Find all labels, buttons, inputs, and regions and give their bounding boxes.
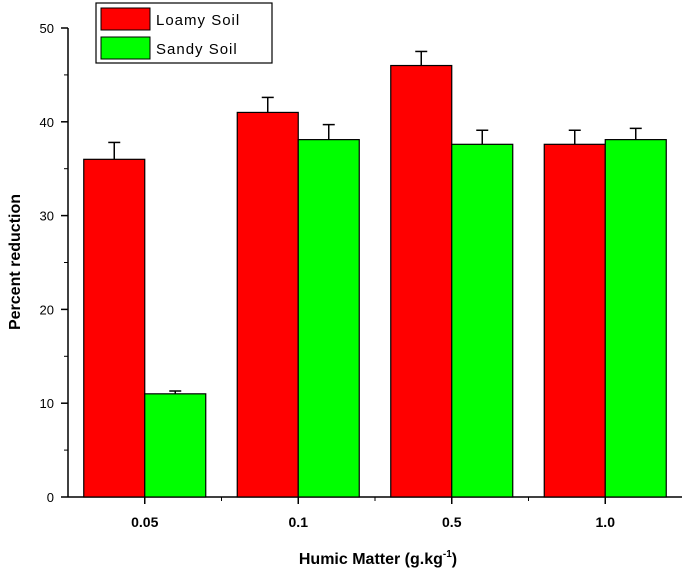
bar-loamy	[390, 64, 453, 498]
y-tick-label: 0	[47, 490, 54, 505]
y-tick-label: 50	[40, 21, 54, 36]
y-tick-label: 10	[40, 396, 54, 411]
y-tick-label: 30	[40, 209, 54, 224]
x-axis-title-sup: -1	[443, 549, 452, 560]
bar-sandy	[451, 143, 514, 498]
bar-loamy	[543, 143, 606, 498]
legend-swatch-loamy	[100, 7, 151, 31]
x-axis-title: Humic Matter (g.kg-1)	[299, 549, 457, 568]
bar-loamy	[236, 111, 299, 498]
x-axis-title-suffix: )	[452, 551, 457, 568]
bar-sandy	[144, 393, 207, 498]
bar-loamy	[83, 158, 146, 498]
legend-label-loamy: Loamy Soil	[156, 12, 240, 29]
y-axis-title: Percent reduction	[7, 194, 24, 330]
bar-sandy	[604, 139, 667, 498]
x-tick-label: 1.0	[596, 514, 616, 530]
x-tick-label: 0.05	[131, 514, 158, 530]
bar-sandy	[297, 139, 360, 498]
legend-label-sandy: Sandy Soil	[156, 41, 238, 58]
bars-group	[83, 50, 667, 498]
x-ticks: 0.05 0.1 0.5 1.0	[131, 497, 615, 530]
x-tick-label: 0.5	[442, 514, 462, 530]
y-ticks: 0 10 20 30 40 50	[40, 21, 68, 505]
y-tick-label: 40	[40, 115, 54, 130]
x-tick-label: 0.1	[289, 514, 309, 530]
y-tick-label: 20	[40, 302, 54, 317]
x-axis-title-main: Humic Matter (g.kg	[299, 551, 443, 568]
legend: Loamy Soil Sandy Soil	[95, 2, 273, 64]
legend-swatch-sandy	[100, 36, 151, 60]
